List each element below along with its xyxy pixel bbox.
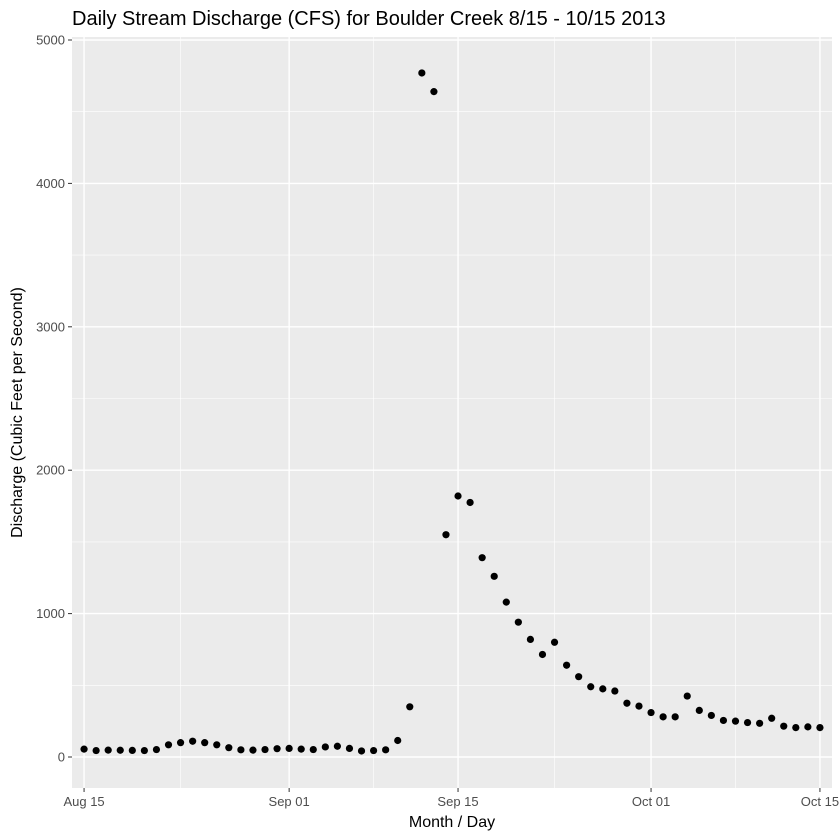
data-point	[550, 638, 559, 646]
data-point	[466, 498, 474, 507]
data-point	[671, 713, 679, 721]
y-axis: 0 1000 2000 3000 4000 5000	[36, 33, 72, 765]
grid-major	[72, 37, 832, 788]
data-point	[756, 719, 764, 727]
data-point	[780, 722, 788, 730]
data-point	[297, 745, 305, 753]
data-point	[454, 492, 462, 500]
data-point	[237, 746, 245, 754]
plot-panel	[72, 37, 832, 788]
x-axis: Aug 15 Sep 01 Sep 15 Oct 01 Oct 15	[63, 788, 839, 809]
data-point	[430, 88, 438, 96]
data-point	[611, 687, 619, 695]
data-point	[273, 745, 281, 753]
data-point	[189, 737, 197, 745]
x-tick-label: Oct 15	[801, 794, 839, 809]
data-point	[623, 699, 631, 707]
data-point	[152, 745, 161, 754]
grid-minor	[72, 37, 832, 788]
y-tick-label: 4000	[36, 176, 65, 191]
data-point	[635, 702, 643, 710]
data-point	[213, 741, 221, 749]
data-point	[128, 746, 136, 755]
data-point	[743, 718, 752, 727]
data-point	[478, 554, 486, 562]
data-point	[92, 746, 100, 755]
data-point	[261, 745, 269, 754]
data-point	[249, 746, 257, 754]
data-point	[563, 661, 571, 669]
data-point	[599, 685, 607, 693]
data-point	[587, 683, 595, 691]
data-point	[394, 736, 402, 745]
data-point	[333, 742, 341, 750]
data-point	[285, 744, 293, 752]
data-point	[731, 717, 740, 725]
y-tick-label: 0	[58, 750, 65, 765]
data-point	[490, 572, 498, 580]
data-point	[804, 723, 812, 731]
data-point	[792, 724, 800, 732]
data-point	[176, 739, 185, 747]
data-point	[201, 739, 209, 747]
data-point	[104, 746, 112, 754]
data-point	[719, 716, 728, 725]
data-point	[514, 618, 522, 626]
y-tick-label: 2000	[36, 463, 65, 478]
x-tick-label: Sep 01	[269, 794, 310, 809]
data-point	[382, 746, 390, 754]
data-point	[309, 745, 317, 754]
data-point	[659, 713, 667, 721]
x-tick-label: Aug 15	[63, 794, 104, 809]
data-point	[357, 747, 366, 755]
data-points	[80, 69, 824, 755]
chart-title: Daily Stream Discharge (CFS) for Boulder…	[72, 8, 666, 30]
data-point	[647, 708, 655, 717]
data-point	[538, 650, 547, 659]
data-point	[80, 745, 88, 753]
x-tick-label: Oct 01	[632, 794, 670, 809]
data-point	[321, 743, 329, 751]
data-point	[406, 703, 414, 711]
data-point	[418, 69, 426, 77]
data-point	[768, 714, 776, 722]
data-point	[695, 706, 703, 714]
data-point	[707, 711, 715, 720]
data-point	[816, 724, 824, 732]
data-point	[683, 692, 691, 700]
x-axis-title: Month / Day	[409, 814, 495, 831]
data-point	[502, 598, 510, 606]
data-point	[526, 635, 535, 644]
data-point	[225, 744, 233, 752]
data-point	[116, 746, 124, 754]
data-point	[575, 673, 583, 681]
data-point	[164, 741, 173, 749]
data-point	[369, 746, 378, 755]
y-axis-title: Discharge (Cubic Feet per Second)	[9, 287, 26, 538]
x-tick-label: Sep 15	[437, 794, 478, 809]
y-tick-label: 1000	[36, 606, 65, 621]
data-point	[140, 746, 148, 755]
y-tick-label: 3000	[36, 319, 65, 334]
data-point	[345, 744, 354, 752]
data-point	[442, 531, 450, 539]
y-tick-label: 5000	[36, 33, 65, 48]
